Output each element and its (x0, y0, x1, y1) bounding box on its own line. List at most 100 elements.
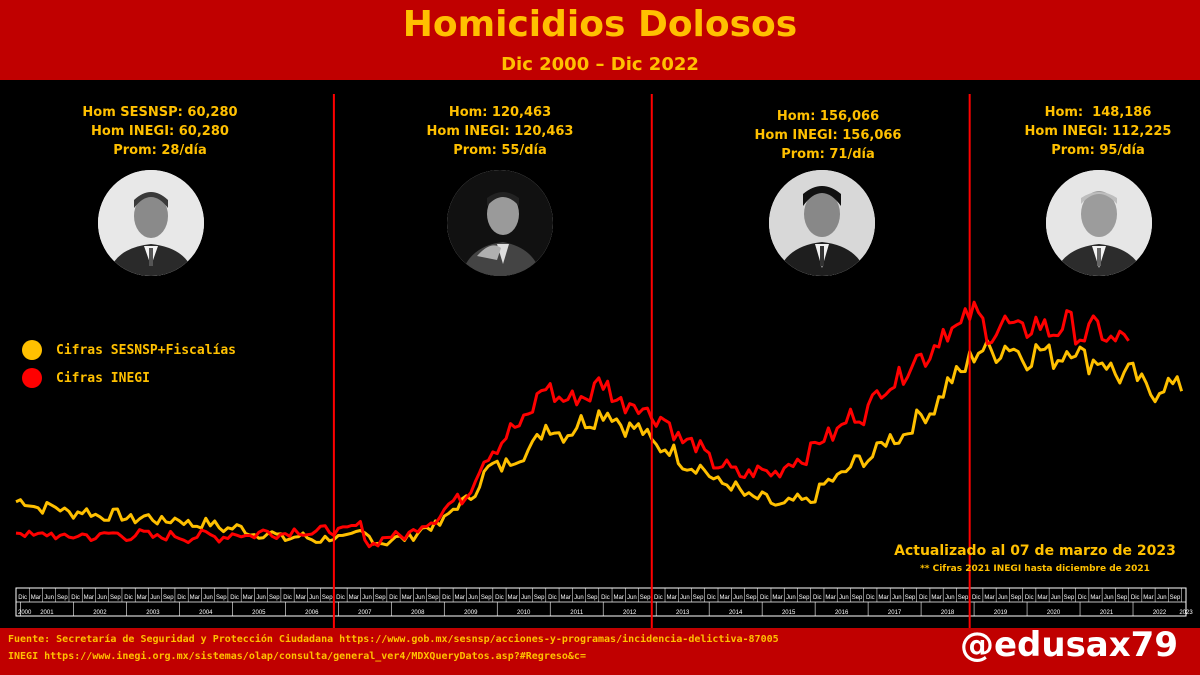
legend-item-inegi: Cifras INEGI (22, 364, 236, 392)
x-tick-label-month: Jun (1051, 595, 1061, 601)
x-tick-label-month: Dic (230, 595, 239, 601)
legend-label: Cifras INEGI (56, 370, 150, 386)
x-tick-label-year: 2000 (18, 610, 32, 616)
x-tick-label-year: 2008 (411, 610, 425, 616)
x-tick-label-month: Mar (613, 595, 623, 601)
x-tick-label-year: 2004 (199, 610, 213, 616)
x-tick-label-year: 2019 (994, 610, 1008, 616)
x-tick-label-year: 2015 (782, 610, 796, 616)
panel-line: Hom: 120,463 (448, 105, 552, 120)
panel-line: Hom INEGI: 120,463 (426, 124, 574, 139)
x-tick-label-month: Dic (1025, 595, 1034, 601)
x-tick-label-month: Sep (905, 595, 916, 601)
x-tick-label-month: Sep (269, 595, 280, 601)
x-tick-label-month: Jun (203, 595, 213, 601)
x-tick-label-month: Dic (283, 595, 292, 601)
x-tick-label-year: 2006 (305, 610, 319, 616)
x-tick-label-month: Dic (495, 595, 504, 601)
x-tick-label-month: Dic (707, 595, 716, 601)
panel-line: Hom INEGI: 156,066 (754, 128, 902, 143)
x-tick-label-year: 2021 (1100, 610, 1114, 616)
update-date: Actualizado al 07 de marzo de 2023 (894, 543, 1176, 559)
x-tick-label-year: 2010 (517, 610, 531, 616)
x-tick-label-month: Mar (1037, 595, 1047, 601)
panel-stats-pena: Hom: 156,066 Hom INEGI: 156,066 Prom: 71… (718, 107, 938, 164)
x-tick-label-year: 2005 (252, 610, 266, 616)
panel-line: Hom: 156,066 (776, 109, 880, 124)
x-tick-label-month: Mar (84, 595, 94, 601)
x-tick-label-month: Dic (813, 595, 822, 601)
x-tick-label-month: Mar (878, 595, 888, 601)
x-tick-label-month: Jun (945, 595, 955, 601)
x-tick-label-month: Mar (825, 595, 835, 601)
x-tick-label-month: Jun (521, 595, 531, 601)
x-tick-label-year: 2011 (570, 610, 584, 616)
x-tick-label-month: Sep (428, 595, 439, 601)
x-tick-label-month: Sep (1064, 595, 1075, 601)
x-tick-label-year: 2022 (1153, 610, 1167, 616)
chart-subtitle: Dic 2000 – Dic 2022 (501, 54, 699, 75)
x-tick-label-year: 2020 (1047, 610, 1061, 616)
footnote: ** Cifras 2021 INEGI hasta diciembre de … (920, 564, 1150, 574)
x-tick-label-month: Sep (852, 595, 863, 601)
x-tick-label-year: 2002 (93, 610, 107, 616)
x-tick-label-month: Dic (1131, 595, 1140, 601)
panel-stats-amlo: Hom: 148,186 Hom INEGI: 112,225 Prom: 95… (988, 103, 1200, 160)
x-tick-label-month: Dic (548, 595, 557, 601)
x-tick-label-month: Mar (719, 595, 729, 601)
x-tick-label-month: Dic (1078, 595, 1087, 601)
portrait-calderon-avatar (447, 170, 553, 276)
x-tick-label-month: Sep (57, 595, 68, 601)
panel-line: Prom: 95/día (1051, 143, 1145, 158)
x-tick-label-month: Dic (177, 595, 186, 601)
x-tick-label-month: Mar (772, 595, 782, 601)
x-tick-label-month: Dic (866, 595, 875, 601)
panel-line: Prom: 28/día (113, 143, 207, 158)
source-banner (0, 628, 1200, 675)
x-tick-label-month: Sep (481, 595, 492, 601)
x-tick-label-month: Mar (296, 595, 306, 601)
x-tick-label-month: Mar (455, 595, 465, 601)
x-tick-label-year: 2003 (146, 610, 160, 616)
x-tick-label-month: Dic (654, 595, 663, 601)
portrait-pena-avatar (769, 170, 875, 276)
x-tick-label-month: Mar (137, 595, 147, 601)
x-tick-label-month: Dic (336, 595, 345, 601)
source-text-inegi: INEGI https://www.inegi.org.mx/sistemas/… (8, 651, 586, 662)
x-tick-label-year: 2001 (40, 610, 54, 616)
x-tick-label-month: Dic (124, 595, 133, 601)
x-tick-label-month: Dic (442, 595, 451, 601)
legend-swatch-red (22, 368, 42, 388)
x-tick-label-month: Sep (958, 595, 969, 601)
panel-line: Hom: 148,186 (1044, 105, 1152, 120)
x-tick-label-month: Sep (1117, 595, 1128, 601)
x-tick-label-month: Jun (574, 595, 584, 601)
panel-stats-fox: Hom SESNSP: 60,280 Hom INEGI: 60,280 Pro… (50, 103, 270, 160)
x-tick-label-year: 2007 (358, 610, 372, 616)
x-tick-label-month: Jun (892, 595, 902, 601)
panel-line: Hom INEGI: 60,280 (91, 124, 229, 139)
x-tick-label-year: 2017 (888, 610, 902, 616)
x-tick-label-month: Mar (1090, 595, 1100, 601)
title-banner (0, 0, 1200, 80)
x-tick-label-month: Mar (1143, 595, 1153, 601)
x-tick-label-month: Dic (919, 595, 928, 601)
panel-line: Hom INEGI: 112,225 (1024, 124, 1172, 139)
x-tick-label-month: Mar (508, 595, 518, 601)
x-tick-label-month: Jun (309, 595, 319, 601)
x-tick-label-month: Sep (216, 595, 227, 601)
x-tick-label-month: Sep (640, 595, 651, 601)
panel-line: Prom: 55/día (453, 143, 547, 158)
x-tick-label-year: 2018 (941, 610, 955, 616)
x-tick-label-month: Sep (746, 595, 757, 601)
x-tick-label-month: Jun (97, 595, 107, 601)
x-tick-label-month: Jun (468, 595, 478, 601)
series-line-inegi (15, 300, 1130, 549)
x-tick-label-month: Sep (163, 595, 174, 601)
x-tick-label-year: 2013 (676, 610, 690, 616)
source-text-sesnsp: Fuente: Secretaría de Seguridad y Protec… (8, 634, 779, 645)
legend-item-sesnsp: Cifras SESNSP+Fiscalías (22, 336, 236, 364)
x-tick-label-month: Mar (31, 595, 41, 601)
x-tick-label-month: Jun (1157, 595, 1167, 601)
